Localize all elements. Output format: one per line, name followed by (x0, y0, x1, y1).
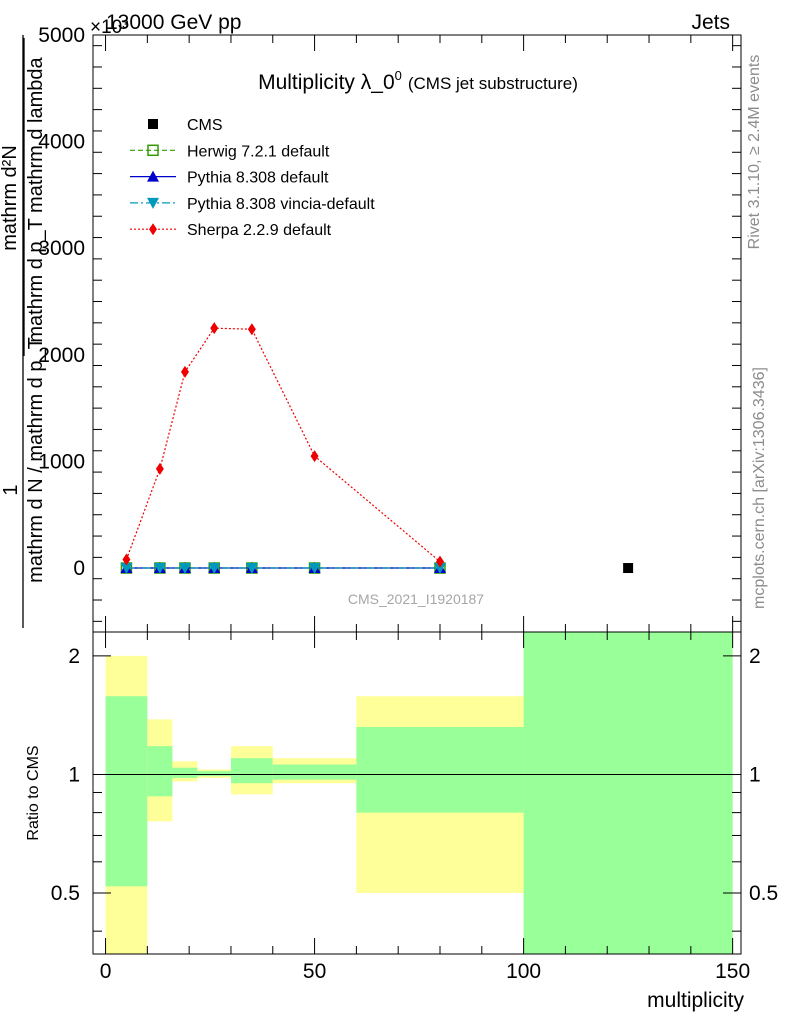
legend-item: Sherpa 2.2.9 default (130, 222, 332, 239)
data-point (180, 365, 189, 378)
ratio-plot-frame (92, 631, 742, 955)
ratio-y-axis-title: Ratio to CMS (25, 745, 42, 840)
legend-label: Herwig 7.2.1 default (187, 143, 330, 160)
ratio-band-green (197, 771, 231, 777)
legend-marker (147, 197, 159, 209)
legend-label: Pythia 8.308 default (187, 170, 329, 187)
data-point (247, 323, 256, 336)
ratio-y-tick-label-left: 0.5 (51, 882, 80, 905)
data-point (433, 563, 446, 575)
data-point (310, 450, 319, 463)
ratio-band-green (230, 758, 273, 784)
ratio-plot: 0.5 0.5 1 1 2 2 Ratio to CMS (25, 631, 778, 955)
ratio-bands (93, 632, 741, 954)
legend-label: Sherpa 2.2.9 default (187, 222, 332, 239)
data-point (623, 563, 634, 574)
x-tick-labels: 0 50 100 150 (100, 960, 750, 983)
data-point (245, 563, 258, 575)
x-tick-label: 50 (303, 960, 326, 983)
data-point (208, 563, 221, 575)
x-axis-title: multiplicity (647, 989, 744, 1012)
ratio-band-green (272, 764, 357, 780)
data-point (435, 555, 444, 568)
main-plot-series (120, 322, 634, 575)
mcplots-label: mcplots.cern.ch [arXiv:1306.3436] (751, 367, 768, 609)
ratio-band-green (105, 696, 148, 887)
ratio-y-tick-label-right: 2 (749, 645, 761, 668)
legend-marker (147, 170, 159, 182)
y-tick-label: 3000 (38, 237, 85, 260)
plot-title-sub: (CMS jet substructure) (408, 74, 578, 93)
y-tick-label: 0 (73, 557, 85, 580)
data-point (308, 563, 321, 575)
legend-item: Pythia 8.308 default (130, 170, 329, 187)
ratio-y-tick-label-left: 2 (68, 645, 80, 668)
rivet-label: Rivet 3.1.10, ≥ 2.4M events (746, 55, 763, 250)
ratio-y-tick-label-right: 1 (749, 763, 761, 786)
y-tick-label: 4000 (38, 131, 85, 154)
header-right: Jets (691, 11, 730, 34)
plot-title-main: Multiplicity λ_0 (258, 71, 395, 94)
plot-title-sup: 0 (395, 68, 402, 83)
plot-title: Multiplicity λ_00 (CMS jet substructure) (258, 68, 578, 94)
legend-marker (147, 144, 159, 157)
y-tick-label: 1000 (38, 450, 85, 473)
ratio-y-tick-label-left: 1 (68, 763, 80, 786)
legend-label: Pythia 8.308 vincia-default (187, 196, 375, 213)
ratio-band-green (523, 632, 733, 954)
header-left: 13000 GeV pp (106, 11, 241, 34)
ratio-band-green (147, 746, 173, 797)
series-4 (122, 322, 444, 568)
series-0 (623, 563, 634, 574)
main-y-tick-labels: 0 1000 2000 3000 4000 5000 (38, 24, 85, 580)
ratio-band-green (356, 726, 524, 813)
axis-exponent: ×10³ (90, 17, 129, 38)
watermark: CMS_2021_I1920187 (348, 591, 484, 607)
ratio-y-tick-label-right: 0.5 (749, 882, 778, 905)
data-point (120, 563, 133, 575)
legend-label: CMS (187, 117, 223, 134)
y-tick-label: 5000 (38, 24, 85, 47)
ratio-plot-ticks (93, 632, 741, 954)
series-line (125, 327, 441, 563)
data-point (178, 563, 191, 575)
x-tick-label: 100 (506, 960, 541, 983)
x-tick-label: 150 (715, 960, 750, 983)
legend: CMS Herwig 7.2.1 default Pythia 8.308 defa… (130, 117, 375, 239)
legend-marker (149, 223, 157, 236)
data-point (122, 553, 131, 566)
legend-item: Herwig 7.2.1 default (130, 143, 330, 160)
legend-item: Pythia 8.308 vincia-default (130, 196, 375, 213)
main-plot-ticks (93, 35, 741, 632)
data-point (153, 563, 166, 575)
main-y-axis-title: 1 mathrm d N / mathrm d p_T mathrm d²N m… (0, 35, 47, 628)
y-title-inner-numerator: mathrm d²N (0, 145, 21, 251)
legend-item: CMS (148, 117, 223, 134)
series-3 (120, 563, 446, 575)
y-tick-label: 2000 (38, 344, 85, 367)
y-title-numerator: 1 (0, 484, 22, 495)
ratio-tick-labels: 0.5 0.5 1 1 2 2 (51, 645, 778, 905)
data-point (210, 322, 219, 335)
data-point (155, 462, 164, 475)
y-title-denominator: mathrm d N / mathrm d p_T (25, 337, 47, 583)
legend-marker (148, 119, 158, 129)
y-title-inner-denominator: mathrm d p_T mathrm d lambda (25, 56, 47, 342)
ratio-band-green (172, 767, 198, 778)
x-tick-label: 0 (100, 960, 112, 983)
